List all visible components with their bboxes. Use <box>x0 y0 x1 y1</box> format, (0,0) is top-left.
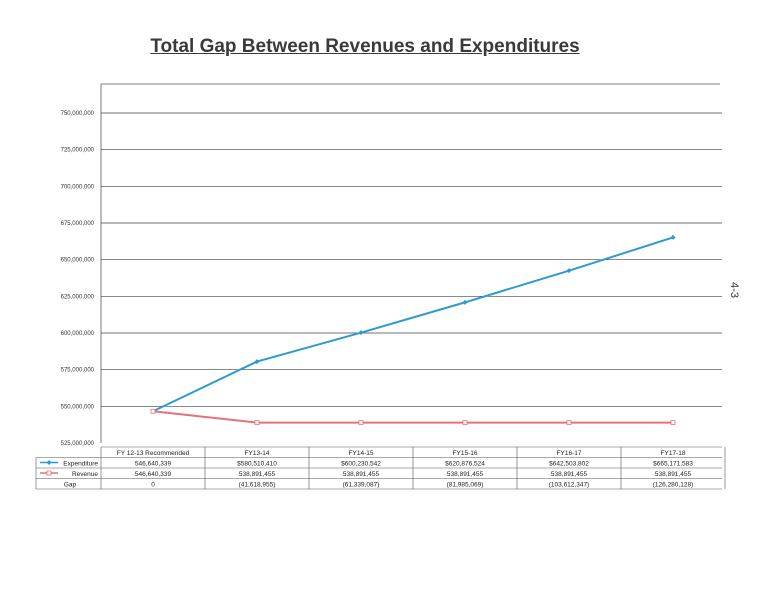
legend-key-marker <box>46 460 52 465</box>
legend-label: Expenditure <box>63 461 98 468</box>
table-row-label: Gap <box>64 482 77 489</box>
data-point-expenditure <box>254 359 260 365</box>
x-tick-label: FY15-16 <box>453 450 478 457</box>
data-label: $600,230,542 <box>341 461 381 468</box>
series-line-expenditure <box>152 236 674 413</box>
y-tick-label: 625,000,000 <box>61 294 95 300</box>
data-label: 538,891,455 <box>343 471 380 478</box>
data-label: $665,171,583 <box>653 461 693 468</box>
data-point-expenditure <box>358 330 364 336</box>
x-tick-label: FY 12-13 Recommended <box>117 450 190 457</box>
legend-key-marker <box>46 470 52 476</box>
data-label: 538,891,455 <box>655 471 692 478</box>
y-tick-label: 525,000,000 <box>61 441 95 447</box>
chart-title: Total Gap Between Revenues and Expenditu… <box>150 36 580 57</box>
data-label: $580,510,410 <box>237 461 277 468</box>
y-tick-label: 600,000,000 <box>61 331 95 337</box>
data-label: (61,339,087) <box>343 482 380 489</box>
x-tick-label: FY13-14 <box>245 450 270 457</box>
series-line-revenue <box>152 410 673 424</box>
x-tick-label: FY17-18 <box>661 450 686 457</box>
data-label: 546,640,339 <box>135 461 172 468</box>
data-label: 0 <box>151 482 155 489</box>
data-point-revenue <box>358 420 364 426</box>
data-point-revenue <box>566 420 572 426</box>
y-tick-label: 700,000,000 <box>61 184 95 190</box>
data-label: (41,618,955) <box>239 482 276 489</box>
data-point-revenue <box>670 420 676 426</box>
data-label: (81,985,069) <box>447 482 484 489</box>
data-point-revenue <box>462 420 468 426</box>
data-point-revenue <box>254 420 260 426</box>
y-tick-label: 550,000,000 <box>61 404 95 410</box>
data-label: $620,876,524 <box>445 461 485 468</box>
data-point-expenditure <box>566 268 572 274</box>
data-label: 538,891,455 <box>239 471 276 478</box>
data-label: $642,503,802 <box>549 461 589 468</box>
y-tick-label: 725,000,000 <box>61 148 95 154</box>
data-point-expenditure <box>670 234 676 240</box>
data-point-expenditure <box>462 299 468 305</box>
data-label: (103,612,347) <box>549 482 589 489</box>
data-label: 546,640,339 <box>135 471 172 478</box>
y-tick-label: 675,000,000 <box>61 221 95 227</box>
legend-label: Revenue <box>72 471 98 478</box>
y-tick-label: 750,000,000 <box>61 111 95 117</box>
data-label: 538,891,455 <box>551 471 588 478</box>
data-point-revenue <box>150 408 156 414</box>
x-tick-label: FY14-15 <box>349 450 374 457</box>
y-tick-label: 650,000,000 <box>61 258 95 264</box>
y-tick-label: 575,000,000 <box>61 368 95 374</box>
data-label: 538,891,455 <box>447 471 484 478</box>
x-tick-label: FY16-17 <box>557 450 582 457</box>
data-label: (126,280,128) <box>653 482 693 489</box>
